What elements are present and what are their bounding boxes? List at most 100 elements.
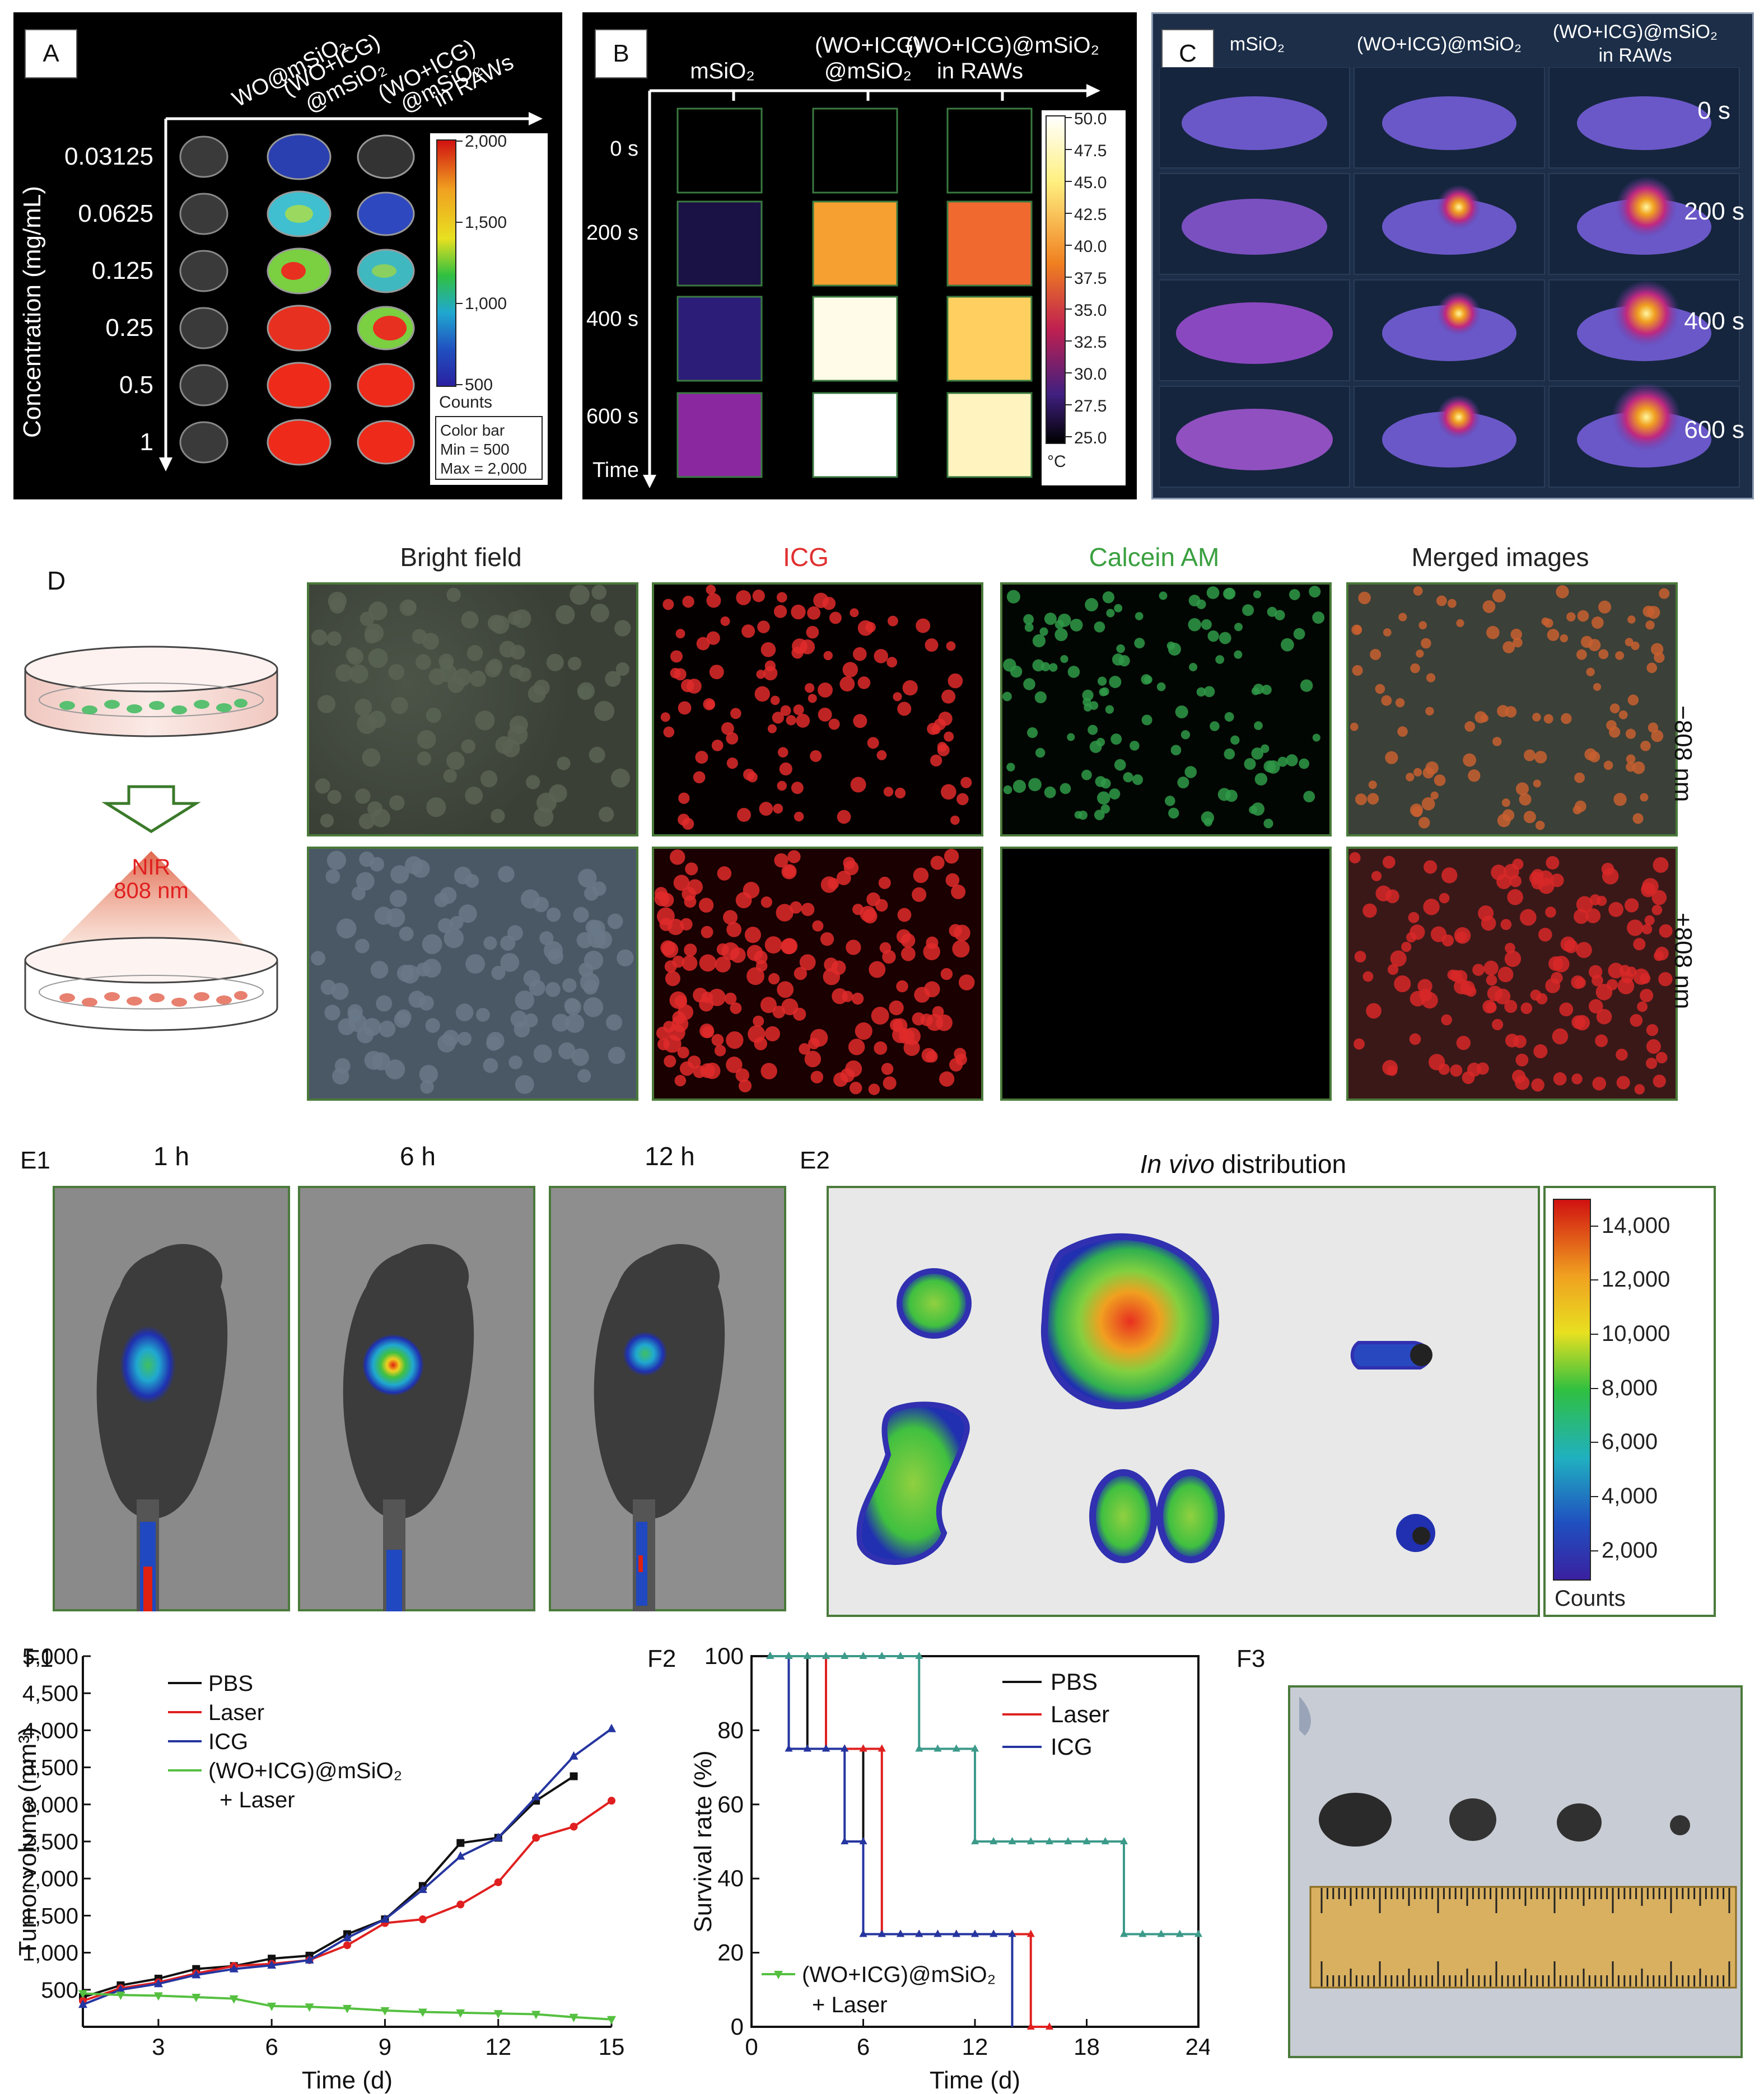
panel-d-merged-plus (1346, 847, 1678, 1101)
panel-d-row-plus: +808 nm (1669, 913, 1697, 1009)
organ-liver (1040, 1233, 1219, 1410)
f1-point (343, 1933, 352, 1942)
f2-point (1120, 1929, 1128, 1937)
panel-e1-figure (53, 1186, 786, 1611)
f1-ytick-label: 4,500 (22, 1681, 78, 1706)
panel-e2-counts: Counts (1555, 1586, 1626, 1611)
f2-point (1008, 1837, 1016, 1844)
f2-point (971, 1837, 979, 1844)
f2-series-line (770, 1655, 1198, 1936)
f2-point (934, 1744, 942, 1752)
organ-lung (856, 1401, 970, 1565)
f1-point (380, 1914, 390, 1923)
f2-point (822, 1744, 830, 1752)
panel-b-cb-1: 47.5 (1074, 142, 1107, 160)
organ-kidney-right (1156, 1469, 1225, 1563)
chart-f1: 500 1,000 1,500 2,000 2,500 3,000 3,500 4,000 4,… (14, 1644, 624, 2094)
panel-f3-letter: F3 (1236, 1645, 1266, 1672)
f2-point (934, 1929, 942, 1937)
panel-d-calcein-plus (1000, 847, 1332, 1101)
f1-point (153, 1979, 163, 1988)
f1-point (380, 2007, 390, 2016)
f2-point (990, 1837, 998, 1844)
f2-point (1157, 1929, 1165, 1937)
panel-f1-letter: F1 (25, 1645, 54, 1672)
panel-b-time: Time (592, 459, 639, 482)
f2-point (1026, 1837, 1035, 1844)
f1-point (267, 1960, 277, 1969)
panel-f3-photo (1288, 1685, 1743, 2058)
panel-b-unit: °C (1047, 452, 1066, 471)
panel-d-row-minus: −808 nm (1669, 705, 1697, 802)
f1-point (494, 1878, 502, 1886)
panel-a-wells-col3 (357, 134, 415, 465)
panel-f2-letter: F2 (647, 1645, 676, 1672)
f2-ytick-label: 20 (717, 1939, 744, 1966)
panel-c-col2: (WO+ICG)@mSiO₂ (1356, 34, 1522, 55)
f2-ytick-label: 60 (717, 1791, 744, 1817)
f2-point (897, 1652, 904, 1659)
f2-point (990, 1929, 998, 1937)
f1-point (608, 1797, 615, 1805)
panel-a-figure: WO@mSiO₂ (WO+ICG) @mSiO₂ (WO+ICG) @mSiO₂… (18, 29, 548, 485)
f1-ytick-label: 1,000 (22, 1941, 78, 1966)
panel-e1-letter: E1 (20, 1147, 50, 1174)
f1-ytick-label: 4,000 (22, 1718, 78, 1743)
panel-d-header-icg: ICG (783, 543, 829, 572)
f2-point (766, 1652, 774, 1659)
f1-point (493, 2010, 503, 2019)
f1-point (267, 2002, 277, 2011)
panel-c-row-0: 0 s (1697, 97, 1730, 124)
panel-c-col3a: (WO+ICG)@mSiO₂ (1552, 21, 1718, 43)
panel-a-counts: Counts (439, 393, 492, 412)
panel-a-row-1: 0.0625 (78, 200, 153, 227)
f1-point (570, 1772, 578, 1780)
f1-legend-label: Laser (208, 1700, 264, 1725)
panel-a-row-4: 0.5 (119, 371, 153, 399)
f2-ylabel: Survival rate (%) (689, 1750, 717, 1932)
panel-d-nir-2: 808 nm (114, 878, 188, 903)
f2-point (1064, 1837, 1072, 1844)
f2-point (859, 1652, 867, 1659)
f2-point (859, 1929, 867, 1937)
f2-legend-label: ICG (1051, 1733, 1093, 1760)
f1-point (569, 1751, 578, 1760)
f2-point (971, 1929, 979, 1937)
f1-ytick-label: 3,000 (22, 1793, 78, 1817)
f1-series-line (82, 1775, 575, 1998)
f1-point (570, 1822, 578, 1831)
f1-point (305, 2003, 314, 2012)
panel-b-row-0: 0 s (610, 137, 638, 161)
panel-e2-title-rest: distribution (1214, 1149, 1347, 1179)
f2-point (897, 1929, 904, 1937)
f2-point (1008, 1929, 1016, 1937)
organ-heart (897, 1268, 972, 1339)
f2-point (1082, 1837, 1091, 1844)
f1-point (569, 2013, 578, 2022)
panel-a-cb-0: 2,000 (465, 132, 507, 151)
panel-c-row-3: 600 s (1684, 416, 1744, 443)
panel-b-cb-9: 27.5 (1074, 397, 1107, 415)
panel-d-header-calcein: Calcein AM (1089, 543, 1220, 572)
f1-point (192, 1994, 201, 2003)
panel-b-figure: mSiO₂ (WO+ICG) @mSiO₂ (WO+ICG)@mSiO₂ in … (586, 33, 1126, 488)
f2-point (803, 1744, 811, 1752)
f2-point (859, 1744, 867, 1752)
panel-b-cb-10: 25.0 (1074, 429, 1107, 447)
panel-b-col3b: in RAWs (937, 59, 1023, 83)
f2-point (841, 1837, 849, 1844)
f1-point (493, 1833, 503, 1841)
panel-b-cb-3: 42.5 (1074, 205, 1107, 224)
panel-e2-title: In vivo distribution (1019, 1149, 1467, 1179)
f2-xtick-label: 0 (745, 2034, 758, 2060)
f2-point (859, 1837, 867, 1844)
f2-point (915, 1744, 923, 1752)
f1-legend-label: + Laser (220, 1788, 295, 1812)
panel-a-row-0: 0.03125 (64, 143, 153, 170)
panel-b-row-1: 200 s (586, 221, 638, 245)
f2-point (841, 1652, 849, 1659)
panel-e1-time-1: 6 h (400, 1142, 436, 1171)
panel-b-letter: B (595, 29, 647, 78)
f2-legend-label: Laser (1051, 1701, 1109, 1727)
f2-point (1120, 1837, 1128, 1844)
